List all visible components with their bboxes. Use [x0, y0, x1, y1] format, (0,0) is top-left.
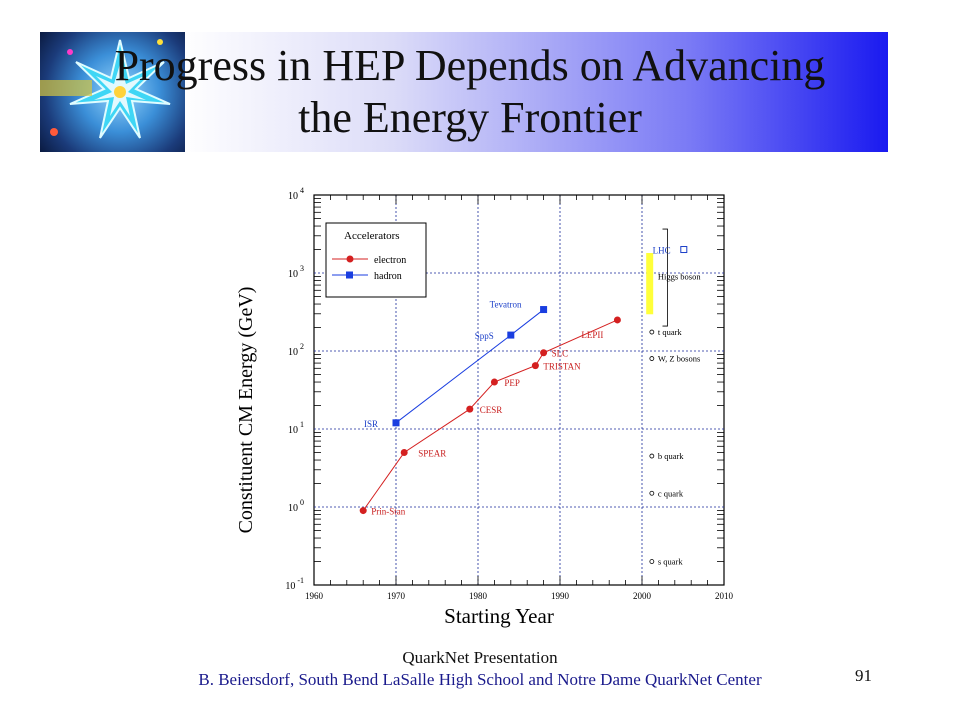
data-label-pep: PEP [504, 378, 520, 388]
data-point-spps [507, 331, 515, 339]
footer-credit: B. Beiersdorf, South Bend LaSalle High S… [198, 670, 762, 689]
data-label-prin-stan: Prin-Stan [371, 507, 406, 517]
footer-presentation: QuarkNet Presentation [402, 648, 558, 667]
particle-label: s quark [658, 557, 684, 567]
legend-label-hadron: hadron [374, 271, 402, 282]
particle-marker [649, 559, 655, 564]
plot-frame [313, 194, 725, 586]
legend-box [325, 222, 427, 298]
data-label-lhc: LHC [653, 246, 671, 256]
data-point-spear [400, 448, 408, 456]
higgs-bracket [662, 228, 668, 327]
x-tick-label: 2010 [715, 591, 734, 601]
data-point-prin-stan [359, 507, 367, 515]
data-point-tevatron [540, 306, 548, 314]
slide-title: Progress in HEP Depends on Advancing the… [40, 40, 900, 144]
particle-marker [649, 490, 655, 496]
x-axis-title: Starting Year [444, 604, 554, 628]
particle-label: Higgs boson [658, 272, 701, 282]
data-point-lhc [680, 246, 688, 254]
particle-label: c quark [658, 488, 684, 498]
particle-marker [649, 453, 655, 459]
particle-marker [649, 329, 655, 335]
legend-marker-electron [346, 255, 354, 263]
y-axis-title: Constituent CM Energy (GeV) [235, 287, 257, 534]
data-point-lepii [613, 316, 621, 324]
title-banner [180, 32, 888, 152]
x-tick-label: 1990 [551, 591, 570, 601]
data-label-slc: SLC [552, 349, 569, 359]
data-point-pep [490, 378, 498, 386]
title-line-1: Progress in HEP Depends on Advancing [114, 41, 826, 90]
data-point-slc [540, 349, 548, 357]
data-point-isr [392, 419, 400, 427]
data-point-tristan [531, 362, 539, 370]
x-tick-label: 1960 [305, 591, 324, 601]
y-tick-label: 10 -1 [285, 576, 304, 592]
higgs-range-bar [646, 253, 654, 315]
y-tick-label: 10 4 [288, 186, 304, 202]
quarknet-logo [40, 32, 185, 152]
data-point-cesr [466, 405, 474, 413]
legend-label-electron: electron [374, 255, 406, 266]
y-tick-label: 10 0 [288, 498, 304, 514]
particle-label: W, Z bosons [658, 354, 700, 364]
y-tick-label: 10 1 [288, 420, 304, 436]
data-label-tevatron: Tevatron [490, 300, 522, 310]
particle-marker [649, 356, 655, 361]
legend-marker-hadron [346, 271, 353, 279]
x-tick-label: 1970 [387, 591, 406, 601]
particle-label: b quark [658, 451, 684, 461]
slide-number: 91 [855, 666, 872, 685]
data-label-cesr: CESR [480, 405, 503, 415]
data-label-spear: SPEAR [418, 448, 446, 458]
data-label-spps: SppS [475, 331, 494, 341]
data-label-isr: ISR [364, 419, 378, 429]
legend-title: Accelerators [344, 230, 400, 242]
title-line-2: the Energy Frontier [298, 93, 642, 142]
particle-label: t quark [658, 327, 683, 337]
y-tick-label: 10 2 [288, 342, 304, 358]
x-tick-label: 1980 [469, 591, 488, 601]
x-tick-label: 2000 [633, 591, 652, 601]
data-label-tristan: TRISTAN [543, 362, 581, 372]
data-label-lepii: LEPII [581, 330, 603, 340]
series-line-electron [362, 319, 618, 511]
y-tick-label: 10 3 [288, 264, 304, 280]
